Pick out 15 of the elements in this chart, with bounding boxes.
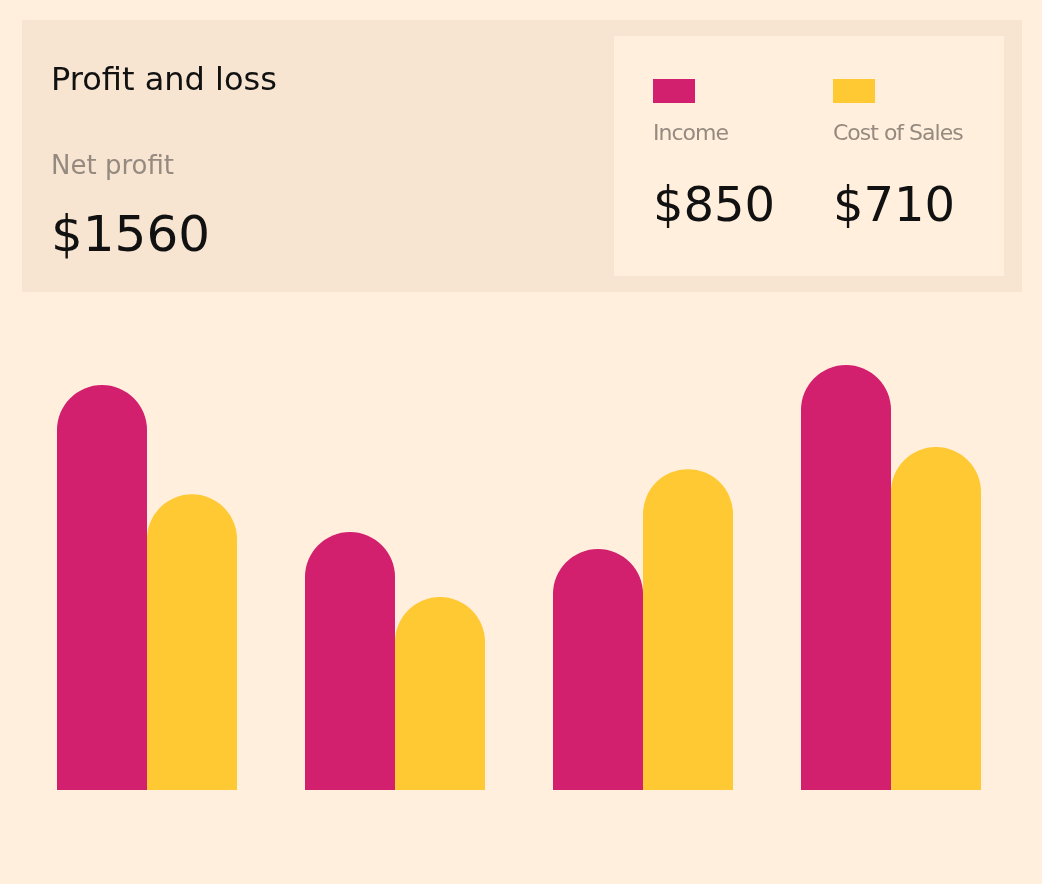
bar (801, 365, 891, 790)
bar (57, 384, 147, 790)
bar (147, 494, 237, 790)
legend-label: Cost of Sales (833, 120, 963, 145)
text: $710 (833, 176, 956, 232)
legend-label: Income (653, 120, 728, 145)
chart-title: Profit and loss (51, 60, 277, 98)
bar (305, 532, 395, 790)
text: $1560 (51, 205, 211, 263)
bar (643, 469, 733, 790)
bar (553, 549, 643, 790)
text: $850 (653, 176, 776, 232)
bar (395, 597, 485, 790)
text: Net profit (51, 150, 175, 180)
bar (891, 447, 981, 790)
